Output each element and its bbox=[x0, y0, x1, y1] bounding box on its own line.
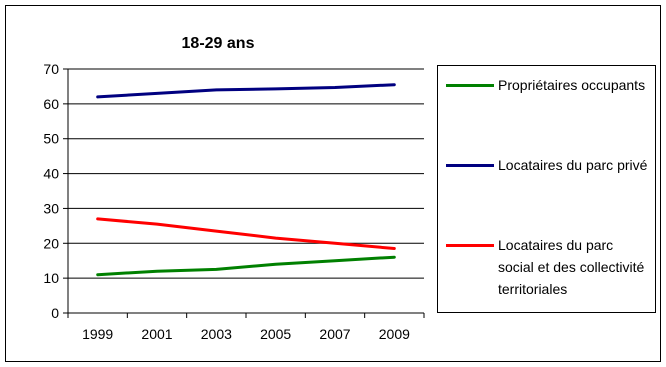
chart-title: 18-29 ans bbox=[182, 35, 255, 52]
y-tick-label: 40 bbox=[43, 166, 59, 182]
y-tick-label: 60 bbox=[43, 96, 59, 112]
y-tick-label: 0 bbox=[51, 305, 59, 321]
x-tick-label: 2001 bbox=[141, 326, 172, 342]
y-tick-label: 70 bbox=[43, 61, 59, 77]
legend-label-parc-prive: Locataires du parc privé bbox=[498, 157, 648, 173]
x-tick-label: 1999 bbox=[82, 326, 113, 342]
y-tick-label: 10 bbox=[43, 270, 59, 286]
x-tick-label: 2005 bbox=[260, 326, 291, 342]
x-tick-label: 2003 bbox=[201, 326, 232, 342]
y-tick-label: 20 bbox=[43, 235, 59, 251]
chart-frame: 18-29 ans 0 10 20 30 40 50 60 70 1999 2001 2003 200… bbox=[5, 5, 661, 362]
series-line-proprietaires bbox=[96, 255, 396, 277]
legend-swatch-parc-social bbox=[446, 244, 494, 247]
legend-swatch-proprietaires bbox=[446, 84, 494, 87]
y-tick-label: 30 bbox=[43, 200, 59, 216]
line-chart: 18-29 ans 0 10 20 30 40 50 60 70 1999 2001 2003 200… bbox=[43, 35, 425, 342]
series-line-parc-social bbox=[96, 217, 396, 250]
legend-label-proprietaires: Propriétaires occupants bbox=[498, 77, 646, 93]
legend-label-parc-social: Locataires du parc social et des collect… bbox=[498, 237, 645, 297]
series-line-parc-prive bbox=[96, 83, 396, 99]
y-tick-label: 50 bbox=[43, 131, 59, 147]
legend-swatch-parc-prive bbox=[446, 164, 494, 167]
x-tick-label: 2009 bbox=[379, 326, 410, 342]
x-tick-label: 2007 bbox=[319, 326, 350, 342]
chart-legend: Propriétaires occupants Locataires du pa… bbox=[437, 65, 656, 313]
